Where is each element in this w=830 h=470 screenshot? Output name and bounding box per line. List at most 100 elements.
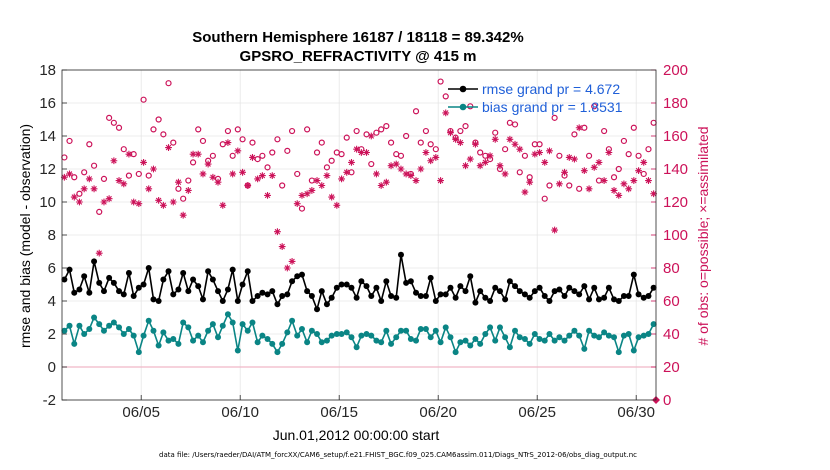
bias-point bbox=[130, 332, 137, 339]
bias-point bbox=[209, 321, 216, 328]
bias-point bbox=[393, 334, 400, 341]
possible-point bbox=[516, 169, 523, 176]
assimilated-point bbox=[575, 124, 583, 132]
possible-point bbox=[610, 174, 618, 181]
y-axis-left-ticks: -2 0 2 4 6 8 10 12 14 16 18 bbox=[39, 62, 67, 409]
possible-point bbox=[234, 126, 241, 133]
rmse-point bbox=[145, 265, 152, 271]
bias-point bbox=[378, 339, 385, 346]
rmse-point bbox=[566, 284, 573, 291]
bias-point bbox=[353, 344, 360, 351]
assimilated-point bbox=[70, 193, 78, 201]
assimilated-point bbox=[402, 170, 410, 178]
possible-point bbox=[422, 127, 430, 135]
bias-point bbox=[160, 329, 167, 336]
bias-point bbox=[150, 327, 157, 334]
assimilated-point bbox=[555, 180, 563, 188]
rmse-point bbox=[165, 268, 172, 275]
legend-rmse-label: rmse grand pr = 4.672 bbox=[482, 81, 620, 97]
rmse-point bbox=[502, 296, 509, 303]
rmse-point bbox=[155, 298, 162, 304]
rmse-point bbox=[487, 298, 494, 304]
rmse-point bbox=[259, 289, 266, 296]
rmse-point bbox=[417, 293, 424, 300]
possible-point bbox=[417, 139, 424, 146]
rmse-point bbox=[284, 291, 291, 298]
assimilated-point bbox=[244, 182, 252, 189]
assimilated-point bbox=[397, 165, 405, 173]
data-file-footnote: data file: /Users/raeder/DAI/ATM_forcXX/… bbox=[159, 451, 637, 459]
assimilated-point bbox=[254, 175, 262, 183]
assimilated-point bbox=[258, 172, 266, 179]
rmse-point bbox=[368, 293, 375, 300]
assimilated-point bbox=[551, 226, 559, 234]
assimilated-point bbox=[66, 170, 73, 178]
rmse-point bbox=[76, 286, 83, 293]
rmse-point bbox=[96, 279, 103, 286]
y-tick-label: 4 bbox=[48, 293, 56, 310]
possible-point bbox=[457, 127, 464, 135]
bias-point bbox=[437, 339, 444, 346]
rmse-point bbox=[506, 278, 513, 285]
assimilated-point bbox=[546, 147, 553, 155]
rmse-point bbox=[338, 281, 345, 288]
rmse-point bbox=[170, 291, 177, 298]
rmse-point bbox=[269, 288, 276, 295]
rmse-point bbox=[229, 266, 236, 273]
rmse-point bbox=[397, 251, 404, 258]
assimilated-point bbox=[179, 211, 187, 219]
bias-point bbox=[566, 332, 573, 339]
bias-point bbox=[462, 337, 469, 344]
assimilated-point bbox=[204, 160, 212, 168]
x-tick-label: 06/15 bbox=[320, 404, 358, 421]
y-tick-label: 14 bbox=[39, 128, 56, 145]
rmse-point bbox=[403, 279, 410, 286]
possible-point bbox=[506, 119, 513, 126]
possible-point bbox=[150, 126, 157, 133]
bias-point bbox=[304, 339, 311, 346]
possible-point bbox=[318, 139, 325, 146]
rmse-point bbox=[645, 293, 652, 300]
possible-point bbox=[76, 190, 83, 197]
rmse-point bbox=[219, 298, 226, 304]
bias-point bbox=[284, 329, 291, 336]
possible-point bbox=[536, 141, 543, 148]
possible-point bbox=[442, 93, 449, 100]
bias-point bbox=[432, 327, 439, 334]
possible-point bbox=[477, 149, 484, 156]
assimilated-point bbox=[610, 187, 618, 194]
rmse-point bbox=[640, 294, 647, 301]
bias-point bbox=[551, 337, 558, 344]
assimilated-point bbox=[333, 201, 341, 209]
rmse-point bbox=[294, 273, 301, 280]
possible-point bbox=[427, 141, 434, 148]
bias-point bbox=[298, 326, 305, 333]
assimilated-point bbox=[496, 162, 504, 170]
rmse-point bbox=[289, 278, 296, 285]
bias-point bbox=[100, 327, 107, 334]
assimilated-point bbox=[377, 182, 385, 189]
rmse-point bbox=[521, 291, 528, 298]
bias-point bbox=[333, 331, 340, 337]
bias-point bbox=[86, 326, 93, 333]
possible-point bbox=[209, 152, 216, 159]
rmse-point bbox=[209, 276, 216, 283]
y-tick-label: 0 bbox=[48, 359, 56, 376]
x-tick-label: 06/30 bbox=[617, 404, 655, 421]
bias-point bbox=[76, 322, 83, 329]
rmse-point bbox=[586, 296, 593, 303]
possible-point bbox=[96, 208, 103, 215]
possible-point bbox=[81, 169, 88, 176]
assimilated-point bbox=[437, 177, 444, 184]
rmse-point bbox=[551, 288, 558, 295]
assimilated-point bbox=[407, 172, 415, 179]
rmse-point bbox=[185, 288, 192, 295]
bias-point bbox=[180, 319, 187, 326]
bias-point bbox=[274, 349, 281, 356]
bias-point bbox=[289, 317, 296, 324]
possible-point bbox=[556, 152, 563, 159]
bias-point bbox=[591, 332, 598, 339]
bias-point bbox=[502, 334, 509, 341]
possible-point bbox=[403, 132, 410, 140]
